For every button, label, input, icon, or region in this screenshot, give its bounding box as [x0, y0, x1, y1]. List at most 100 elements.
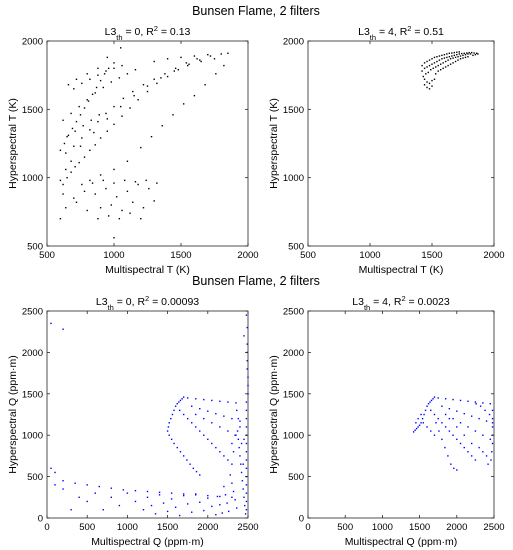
data-point	[195, 426, 197, 428]
data-point	[459, 55, 462, 57]
data-point	[426, 426, 428, 428]
data-point	[448, 408, 451, 410]
data-point	[237, 438, 240, 441]
data-point	[430, 69, 432, 71]
panel-title-part: = 0, R	[123, 26, 155, 38]
data-point	[59, 217, 62, 220]
data-point	[457, 56, 459, 58]
data-point	[245, 426, 248, 428]
data-point	[211, 422, 213, 424]
x-tick-label: 2000	[197, 522, 218, 533]
data-point	[435, 66, 437, 68]
data-point	[171, 413, 174, 416]
data-point	[193, 55, 196, 57]
panel-title-part: = 0.00093	[149, 296, 199, 308]
data-point	[211, 442, 213, 445]
data-point	[140, 217, 142, 220]
data-point	[432, 67, 434, 70]
data-point	[62, 119, 64, 121]
data-point	[62, 328, 64, 330]
data-point	[447, 455, 449, 457]
axes-box	[46, 310, 249, 519]
data-point	[454, 56, 457, 59]
data-point	[245, 459, 248, 461]
data-point	[195, 470, 198, 473]
y-tick-label: 2500	[283, 307, 304, 318]
data-point	[65, 168, 67, 171]
data-point	[428, 59, 431, 61]
data-point	[78, 105, 80, 108]
y-tick-label: 2000	[283, 348, 304, 359]
data-point	[242, 463, 244, 465]
data-point	[428, 64, 431, 67]
data-point	[453, 54, 456, 57]
data-point	[238, 446, 240, 449]
data-point	[121, 115, 123, 117]
data-point	[182, 455, 185, 457]
data-point	[457, 59, 459, 61]
data-point	[466, 52, 468, 54]
data-point	[221, 512, 223, 514]
y-tick-label: 1500	[283, 389, 304, 400]
data-point	[227, 459, 229, 461]
data-point	[94, 92, 96, 94]
data-point	[241, 480, 244, 482]
data-point	[441, 438, 443, 441]
panel-title-part: = 0.13	[158, 26, 191, 38]
data-point	[189, 463, 191, 465]
panel-title: L3th = 0, R2 = 0.00093	[96, 294, 199, 312]
x-tick-label: 0	[44, 522, 49, 533]
data-point	[228, 510, 230, 513]
data-point	[227, 430, 229, 432]
data-point	[484, 409, 486, 412]
data-point	[97, 74, 99, 76]
data-point	[182, 494, 185, 497]
data-point	[106, 118, 108, 120]
panel-title-part: = 4, R	[376, 26, 408, 38]
panel-title-part: 2	[407, 24, 411, 33]
data-point	[431, 63, 433, 65]
data-point	[146, 496, 149, 498]
y-tick-label: 2000	[22, 37, 43, 48]
data-point	[195, 493, 197, 495]
data-point	[118, 504, 121, 507]
data-point	[247, 384, 249, 387]
x-tick-label: 500	[79, 522, 95, 533]
data-point	[426, 60, 428, 63]
data-point	[242, 488, 244, 490]
data-point	[245, 451, 248, 453]
y-axis-label: Hyperspectral T (K)	[268, 98, 280, 189]
data-point	[452, 434, 454, 436]
data-point	[247, 376, 249, 378]
x-tick-label: 2000	[237, 250, 258, 261]
data-point	[444, 398, 447, 400]
data-point	[73, 197, 75, 199]
data-point	[137, 183, 139, 186]
data-point	[431, 79, 433, 82]
data-point	[433, 62, 436, 64]
data-point	[482, 451, 484, 453]
data-point	[421, 64, 423, 67]
y-tick-label: 500	[288, 242, 304, 253]
data-point	[174, 405, 177, 407]
panel-title: L3th = 4, R2 = 0.51	[358, 24, 444, 42]
data-point	[207, 497, 209, 499]
data-point	[187, 503, 189, 505]
data-point	[437, 64, 439, 67]
panel-title-part: 2	[145, 294, 149, 303]
data-point	[236, 409, 238, 412]
data-point	[110, 487, 113, 489]
x-tick-label: 1500	[170, 250, 191, 261]
data-point	[223, 455, 225, 457]
y-tick-label: 1000	[22, 173, 43, 184]
data-point	[488, 413, 491, 416]
data-point	[188, 63, 190, 65]
suptitle-top: Bunsen Flame, 2 filters	[192, 4, 320, 18]
data-point	[441, 58, 443, 60]
data-point	[423, 67, 426, 70]
data-point	[65, 152, 67, 154]
data-point	[473, 52, 475, 54]
data-point	[99, 174, 102, 176]
data-point	[71, 127, 74, 130]
